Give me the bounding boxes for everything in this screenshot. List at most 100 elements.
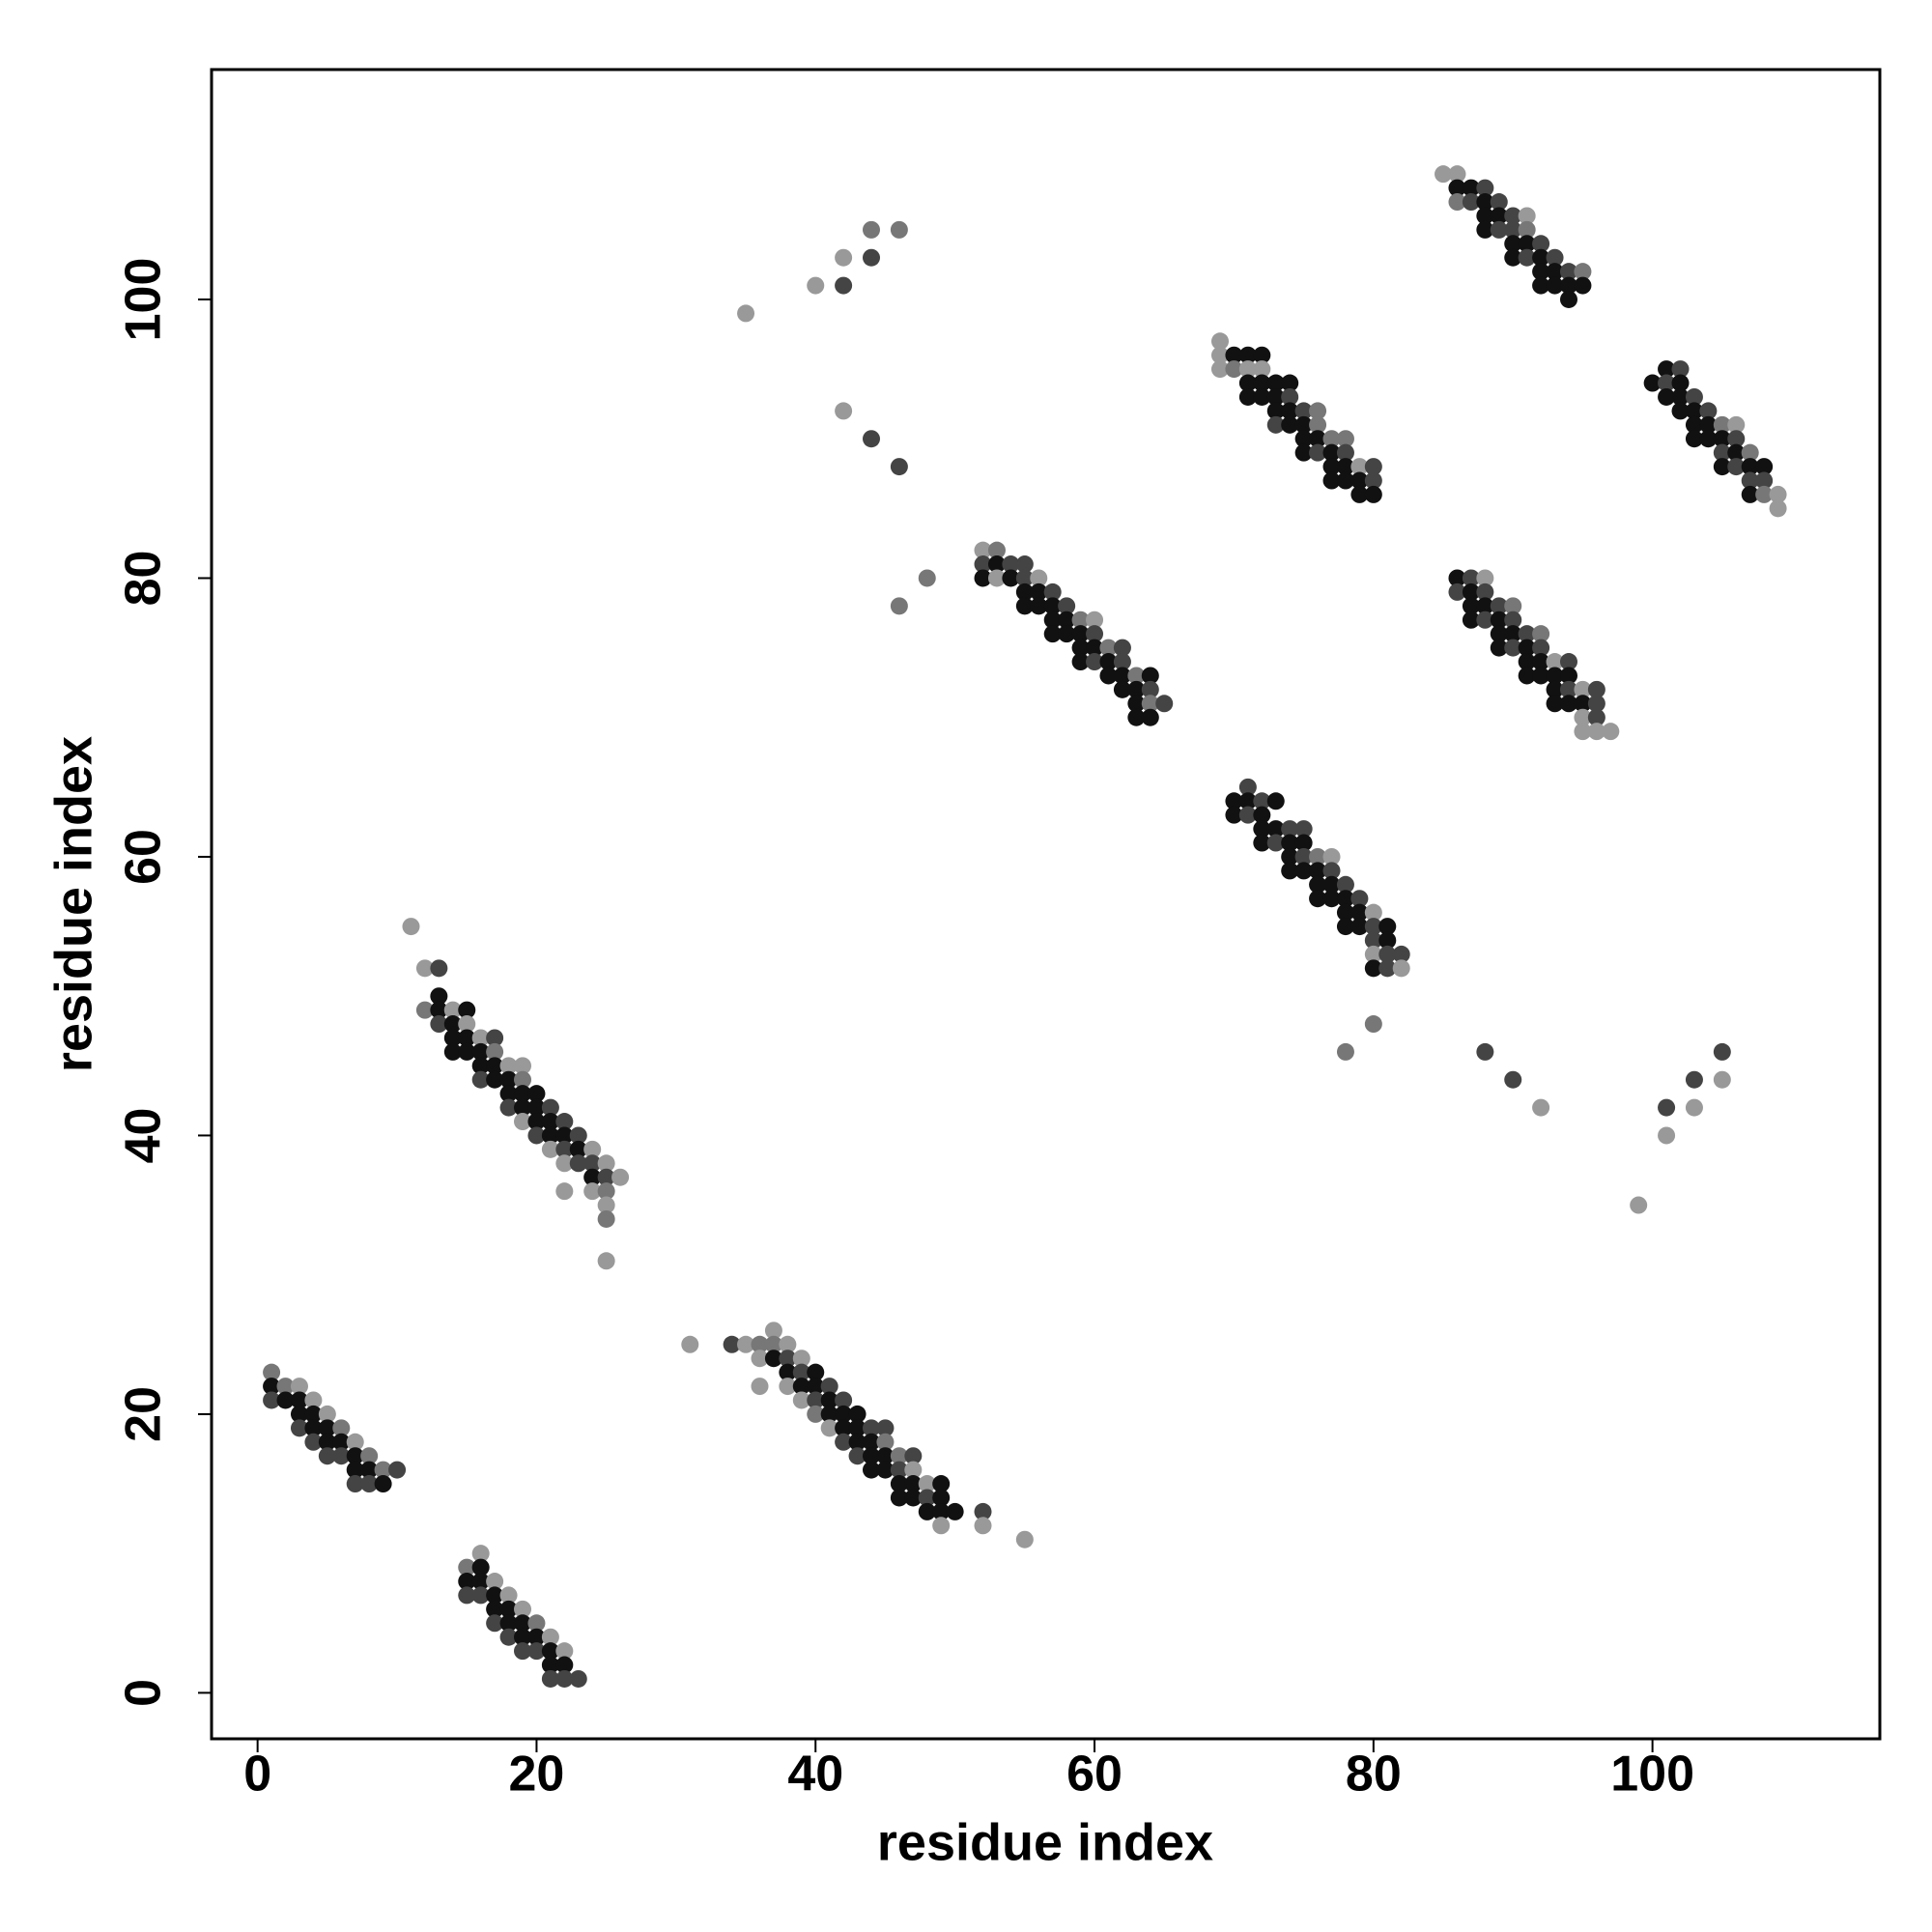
point xyxy=(1322,890,1341,908)
point xyxy=(1699,402,1718,420)
point xyxy=(904,1475,923,1493)
point xyxy=(1518,207,1536,225)
point xyxy=(1336,443,1354,462)
point xyxy=(1071,625,1090,643)
point xyxy=(1643,374,1662,392)
point xyxy=(527,1085,546,1103)
point xyxy=(974,1502,992,1520)
point xyxy=(415,1001,434,1019)
point xyxy=(1685,387,1703,406)
point xyxy=(1266,820,1285,838)
point xyxy=(987,555,1006,574)
point xyxy=(1322,458,1341,476)
point xyxy=(499,1586,518,1605)
point xyxy=(1336,430,1354,448)
point xyxy=(1253,820,1271,838)
point xyxy=(1015,569,1034,587)
point xyxy=(1685,1098,1703,1117)
point xyxy=(1392,959,1410,978)
point xyxy=(555,1656,574,1674)
point xyxy=(1141,667,1159,685)
point xyxy=(374,1475,392,1493)
point xyxy=(1294,820,1313,838)
point xyxy=(1671,387,1690,406)
point xyxy=(1336,875,1354,894)
point xyxy=(863,1461,881,1479)
x-tick-label: 80 xyxy=(1346,1747,1402,1803)
point xyxy=(1294,402,1313,420)
point xyxy=(360,1461,379,1479)
point xyxy=(1322,875,1341,894)
point xyxy=(514,1628,532,1646)
point xyxy=(611,1168,630,1186)
point xyxy=(737,1335,755,1353)
point xyxy=(890,1475,908,1493)
point xyxy=(1071,639,1090,657)
point xyxy=(835,276,853,295)
point xyxy=(443,1001,462,1019)
point xyxy=(974,1517,992,1535)
point xyxy=(1658,374,1676,392)
point xyxy=(1253,387,1271,406)
point xyxy=(332,1433,351,1451)
point xyxy=(1281,415,1299,434)
point xyxy=(1518,625,1536,643)
point xyxy=(1490,193,1508,212)
point xyxy=(527,1628,546,1646)
point xyxy=(304,1391,323,1409)
point xyxy=(1476,582,1494,601)
point xyxy=(276,1378,295,1396)
point xyxy=(1504,220,1522,239)
point xyxy=(499,1085,518,1103)
point xyxy=(792,1378,810,1396)
point xyxy=(1699,430,1718,448)
point xyxy=(1490,220,1508,239)
point xyxy=(792,1350,810,1368)
point xyxy=(751,1350,769,1368)
point xyxy=(1559,653,1577,671)
point xyxy=(1294,834,1313,852)
point xyxy=(1448,569,1466,587)
point xyxy=(597,1209,615,1228)
point xyxy=(1392,945,1410,963)
point xyxy=(932,1517,951,1535)
point xyxy=(514,1642,532,1661)
point xyxy=(1504,248,1522,267)
point xyxy=(304,1419,323,1437)
x-tick-label: 60 xyxy=(1066,1747,1122,1803)
point xyxy=(430,959,448,978)
point xyxy=(1043,597,1062,615)
point xyxy=(932,1475,951,1493)
point xyxy=(1490,597,1508,615)
point xyxy=(1322,471,1341,490)
point xyxy=(541,1642,559,1661)
point xyxy=(987,569,1006,587)
point xyxy=(541,1140,559,1158)
point xyxy=(374,1461,392,1479)
point xyxy=(890,1447,908,1465)
point xyxy=(1364,918,1382,936)
point xyxy=(290,1419,308,1437)
point xyxy=(1462,582,1480,601)
point xyxy=(1043,582,1062,601)
point xyxy=(1658,360,1676,379)
point xyxy=(402,918,420,936)
point xyxy=(555,1113,574,1131)
point xyxy=(764,1350,782,1368)
point xyxy=(918,1475,936,1493)
point xyxy=(1559,667,1577,685)
y-axis-label: residue index xyxy=(44,736,102,1072)
point xyxy=(1559,290,1577,308)
point xyxy=(499,1098,518,1117)
point xyxy=(1266,834,1285,852)
point xyxy=(541,1669,559,1688)
point xyxy=(820,1378,838,1396)
point xyxy=(835,1433,853,1451)
point xyxy=(1685,402,1703,420)
point xyxy=(1238,374,1257,392)
point xyxy=(918,569,936,587)
point xyxy=(764,1321,782,1340)
point xyxy=(820,1391,838,1409)
point xyxy=(904,1489,923,1507)
point xyxy=(1574,723,1592,741)
